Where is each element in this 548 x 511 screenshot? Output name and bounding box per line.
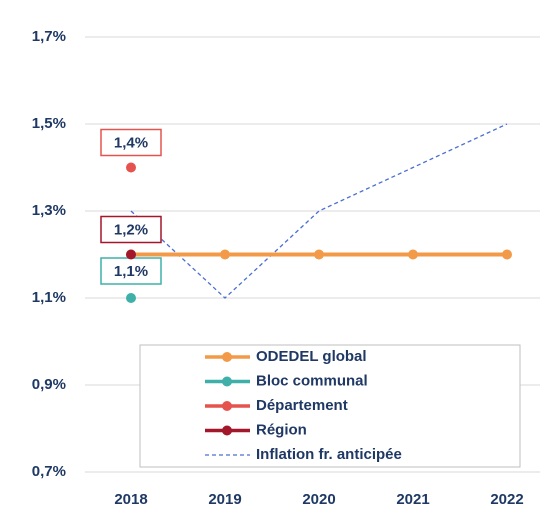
legend-label: Bloc communal	[256, 372, 368, 389]
x-tick-label: 2018	[114, 491, 147, 508]
data-label: 1,2%	[114, 221, 148, 238]
data-label: 1,4%	[114, 134, 148, 151]
data-point	[314, 249, 324, 260]
legend-marker	[222, 352, 232, 362]
data-point	[408, 249, 418, 260]
legend-box	[139, 344, 521, 468]
x-tick-label: 2019	[208, 491, 241, 508]
legend-label: Département	[256, 397, 348, 414]
label-box	[100, 215, 162, 244]
legend-label: Région	[256, 421, 307, 438]
data-point	[126, 249, 136, 260]
legend-marker	[222, 401, 232, 411]
x-tick-label: 2022	[490, 491, 523, 508]
series-line	[130, 123, 508, 299]
y-tick-label: 1,1%	[32, 289, 66, 306]
label-box	[100, 128, 162, 157]
legend-label: ODEDEL global	[256, 348, 367, 365]
label-box	[100, 257, 162, 285]
y-tick-label: 0,9%	[32, 376, 66, 393]
y-tick-label: 1,5%	[32, 115, 66, 132]
data-point	[126, 293, 136, 303]
data-point	[502, 249, 512, 260]
x-tick-label: 2021	[396, 491, 429, 508]
legend-label: Inflation fr. anticipée	[256, 446, 402, 463]
data-label: 1,1%	[114, 263, 148, 280]
y-tick-label: 1,7%	[32, 28, 66, 45]
x-tick-label: 2020	[302, 491, 335, 508]
legend-marker	[222, 425, 232, 436]
data-point	[126, 162, 136, 173]
legend-marker	[222, 376, 232, 387]
data-point	[220, 249, 230, 260]
y-tick-label: 0,7%	[32, 463, 66, 480]
y-tick-label: 1,3%	[32, 202, 66, 219]
